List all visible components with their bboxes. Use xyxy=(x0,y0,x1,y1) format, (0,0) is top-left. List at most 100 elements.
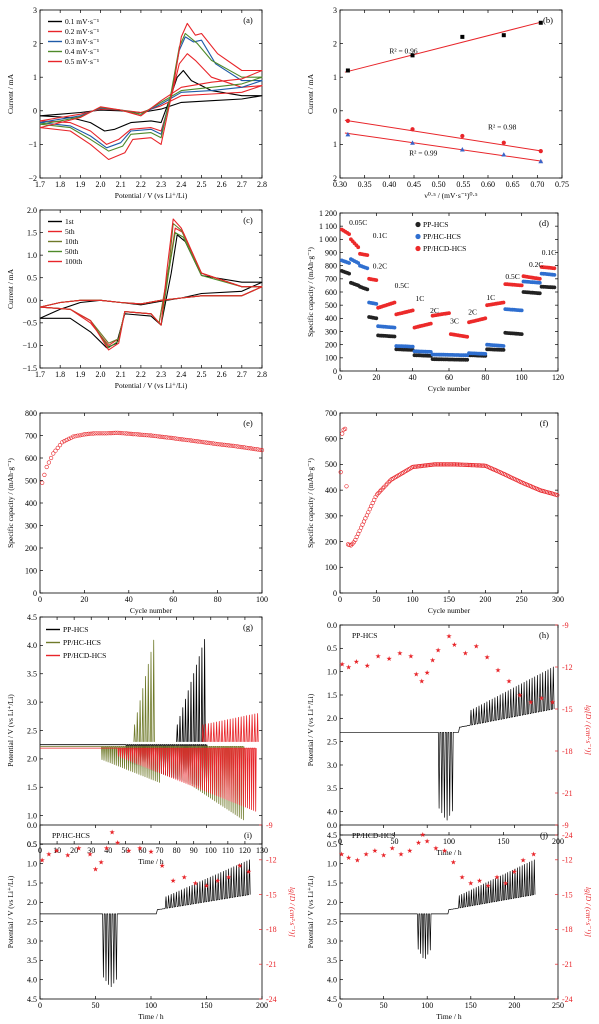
capacity-point xyxy=(428,462,433,468)
capacity-point xyxy=(465,357,470,362)
diffusion-star: ★ xyxy=(429,657,435,665)
capacity-point xyxy=(193,439,198,444)
capacity-point xyxy=(483,352,488,356)
y-tick-label: 2.0 xyxy=(327,714,337,723)
diffusion-star: ★ xyxy=(419,678,425,686)
capacity-point xyxy=(443,462,448,467)
y-axis-label: Potential / V (vs Li⁺/Li) xyxy=(306,693,315,766)
gitt-spike xyxy=(149,651,153,742)
y-axis-label: Specific capacity / (mAh·g⁻¹) xyxy=(306,458,315,548)
capacity-point xyxy=(392,300,397,305)
legend-2-marker xyxy=(415,233,421,240)
gitt-spike xyxy=(245,715,248,742)
gitt-spike xyxy=(203,639,206,742)
x-tick-label: 2.4 xyxy=(176,370,186,379)
rate-label: 0.1C xyxy=(373,231,387,240)
y-tick-label: 2.5 xyxy=(27,917,37,926)
panel-label: (i) xyxy=(244,830,252,840)
gitt-spike xyxy=(198,656,201,742)
capacity-point xyxy=(453,462,458,467)
x-tick-label: 2.2 xyxy=(136,180,146,189)
gitt-spike xyxy=(223,719,226,742)
data-point-circle xyxy=(538,149,543,154)
capacity-point xyxy=(186,438,191,443)
y2-tick-label: -21 xyxy=(562,960,573,969)
diffusion-star: ★ xyxy=(203,882,209,890)
x-tick-label: 120 xyxy=(552,373,564,382)
y2-tick-label: -12 xyxy=(562,663,573,672)
capacity-point xyxy=(144,433,149,438)
y-tick-label: 3 xyxy=(333,6,337,15)
capacity-point xyxy=(447,462,452,467)
x-tick-label: 150 xyxy=(498,837,510,846)
capacity-point xyxy=(444,462,449,467)
diffusion-star: ★ xyxy=(494,874,500,882)
y-tick-label: 0.0 xyxy=(327,621,337,630)
x-tick-label: 80 xyxy=(173,846,181,855)
y2-tick-label: -24 xyxy=(266,995,277,1004)
gitt-spike xyxy=(141,688,144,742)
diffusion-star: ★ xyxy=(424,669,430,677)
y-tick-label: 1.5 xyxy=(327,691,337,700)
diffusion-star: ★ xyxy=(468,880,474,888)
diffusion-star: ★ xyxy=(398,851,404,859)
plot-frame xyxy=(39,9,263,179)
capacity-point xyxy=(253,447,258,452)
legend-1-label: 0.1 mV·s⁻¹ xyxy=(65,17,99,26)
legend-2-label: PP/HC-HCS xyxy=(63,638,101,647)
capacity-point xyxy=(113,430,118,436)
y-tick-label: 2 xyxy=(333,39,337,48)
capacity-point xyxy=(463,462,468,467)
x-tick-label: 20 xyxy=(80,595,88,604)
data-point-triangle xyxy=(501,152,507,157)
y-tick-label: 4.5 xyxy=(327,995,337,1004)
x-tick-label: 10 xyxy=(53,846,61,855)
gitt-spike xyxy=(200,647,203,742)
gitt-spike xyxy=(204,723,207,742)
capacity-point xyxy=(412,464,417,469)
capacity-point xyxy=(151,433,156,438)
diffusion-star: ★ xyxy=(503,880,509,888)
capacity-point xyxy=(537,291,542,296)
capacity-point xyxy=(184,437,189,443)
x-tick-label: 90 xyxy=(190,846,198,855)
panel-label: (e) xyxy=(243,418,253,428)
y2-tick-label: -21 xyxy=(562,789,573,798)
rate-label: 1C xyxy=(416,294,425,303)
y-tick-label: 3.0 xyxy=(327,761,337,770)
y-tick-label: 4.5 xyxy=(327,831,337,840)
capacity-point xyxy=(343,426,348,432)
potential-trace xyxy=(340,666,555,821)
y-tick-label: 4.5 xyxy=(27,613,37,622)
diffusion-star: ★ xyxy=(380,852,386,860)
y-tick-label: 4.0 xyxy=(27,641,37,650)
data-point-square xyxy=(538,20,543,25)
capacity-point xyxy=(456,462,461,467)
y-axis-label: Current / mA xyxy=(6,73,15,114)
y-tick-label: 3.0 xyxy=(27,937,37,946)
gitt-spike xyxy=(133,724,136,742)
capacity-point xyxy=(228,443,233,448)
diffusion-star: ★ xyxy=(549,699,555,707)
cv-curve-1 xyxy=(39,69,263,132)
capacity-point xyxy=(102,431,107,436)
y-tick-label: 3.5 xyxy=(27,956,37,965)
capacity-point xyxy=(466,462,471,468)
capacity-point xyxy=(470,463,476,468)
diffusion-star: ★ xyxy=(363,851,369,859)
x-tick-label: 1.7 xyxy=(35,180,45,189)
rate-label: 0.2C xyxy=(373,261,387,270)
capacity-point xyxy=(64,437,69,443)
capacity-point xyxy=(211,441,216,446)
y-tick-label: 1.5 xyxy=(27,783,37,792)
x-tick-label: 150 xyxy=(201,1001,213,1010)
diffusion-star: ★ xyxy=(237,862,243,870)
capacity-point xyxy=(226,443,231,448)
gitt-spike xyxy=(253,713,256,742)
diffusion-star: ★ xyxy=(420,831,426,839)
diffusion-star: ★ xyxy=(397,650,403,658)
y2-tick-label: -21 xyxy=(266,960,277,969)
x-tick-label: 50 xyxy=(92,1001,100,1010)
y-tick-label: 600 xyxy=(325,288,337,297)
